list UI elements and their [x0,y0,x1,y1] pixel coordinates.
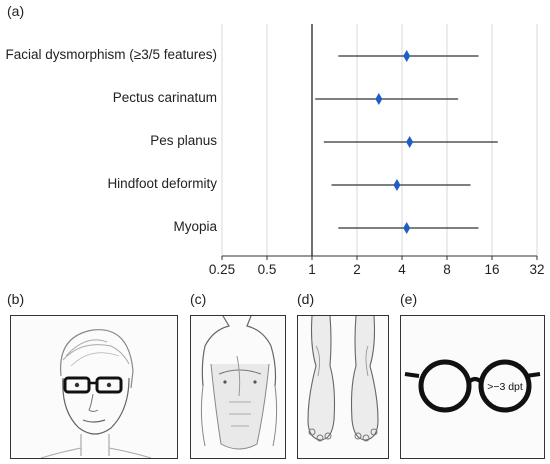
panel-label-d: (d) [297,291,315,307]
face-with-glasses-icon [40,329,152,458]
x-tick-label: 8 [443,262,451,277]
x-tick-label: 0.25 [208,262,236,277]
panel-label-e: (e) [400,291,418,307]
feet-icon [307,316,379,442]
illustration-b-face [10,315,178,459]
x-tick-label: 2 [353,262,361,277]
row-label: Pes planus [150,133,217,148]
panel-label-b: (b) [7,291,25,307]
row-label: Myopia [173,219,217,234]
forest-plot-svg [221,24,538,260]
forest-plot: Facial dysmorphism (≥3/5 features) Pectus… [5,24,545,277]
row-label: Facial dysmorphism (≥3/5 features) [5,47,217,62]
x-tick-label: 16 [484,262,500,277]
x-tick-label: 4 [398,262,406,277]
estimate-marker [403,50,411,62]
row-label: Pectus carinatum [112,90,217,105]
x-tick-label: 0.5 [257,262,277,277]
panel-label-a: (a) [7,3,25,19]
chest-torso-icon [200,316,278,450]
round-glasses-icon: >−3 dpt [404,359,541,413]
estimate-marker [375,93,383,105]
estimate-marker [393,179,401,191]
row-label: Hindfoot deformity [107,176,217,191]
illustration-c-chest [190,315,286,459]
estimate-marker [403,222,411,234]
x-tick-label: 32 [529,262,545,277]
panel-label-c: (c) [190,291,207,307]
estimate-marker [406,136,414,148]
illustration-e-glasses: >−3 dpt [400,315,545,459]
x-tick-label: 1 [308,262,316,277]
illustration-d-feet [297,315,389,459]
lens-text: >−3 dpt [487,381,523,393]
